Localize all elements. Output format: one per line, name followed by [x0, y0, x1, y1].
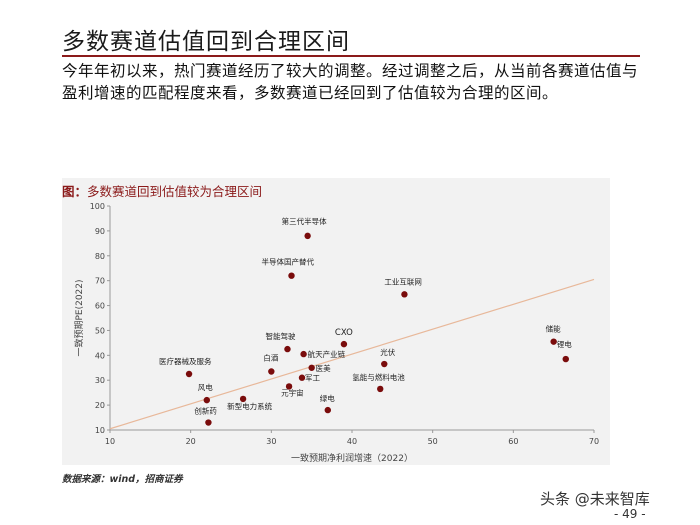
data-point: [401, 291, 408, 298]
data-point: [288, 272, 295, 279]
chart-title: 图：多数赛道回到估值较为合理区间: [62, 181, 262, 200]
points-group: [185, 232, 569, 426]
data-point: [268, 368, 275, 375]
point-label: 航天产业链: [308, 349, 346, 359]
y-tick-label: 50: [95, 326, 105, 335]
y-tick-label: 70: [95, 277, 105, 286]
point-label: 智能驾驶: [265, 331, 295, 341]
data-point: [304, 232, 311, 240]
x-tick-label: 60: [508, 437, 518, 446]
data-point: [562, 355, 569, 363]
data-point: [340, 340, 348, 348]
y-tick-label: 10: [95, 426, 105, 435]
x-axis-label: 一致预期净利润增速（2022）: [291, 452, 413, 464]
page-title: 多数赛道估值回到合理区间: [62, 29, 350, 55]
chart-figure: 10 20 30 40 50 60 70 10 20 30 40 50 60 70 80 90 100 一致预期净…: [62, 178, 610, 465]
point-label: 氢能与燃料电池: [352, 372, 405, 382]
point-label: CXO: [335, 328, 353, 338]
watermark: 头条 @未来智库: [540, 490, 650, 508]
data-point: [308, 364, 315, 371]
data-point: [285, 383, 293, 390]
x-tick-label: 30: [266, 437, 276, 446]
point-label: 新型电力系统: [227, 401, 272, 411]
point-label: 工业互联网: [384, 276, 422, 286]
x-tick-label: 40: [347, 437, 357, 446]
x-tick-label: 10: [105, 437, 115, 446]
trend-line: [109, 278, 595, 430]
y-tick-label: 20: [95, 401, 105, 410]
point-label: 锂电: [557, 339, 572, 349]
y-tick-label: 30: [95, 376, 105, 385]
point-label: 白酒: [263, 353, 278, 363]
point-label: 元宇宙: [281, 387, 304, 397]
point-label: 风电: [198, 382, 213, 392]
data-point: [300, 350, 307, 358]
data-point: [381, 360, 388, 368]
y-axis-label: 一致预期PE(2022): [73, 279, 85, 356]
x-tick-label: 50: [428, 437, 438, 446]
point-label: 绿电: [320, 393, 335, 403]
point-label: 军工: [305, 374, 320, 383]
title-divider: [62, 55, 640, 57]
data-point: [203, 396, 210, 404]
data-point: [185, 370, 193, 378]
chart-title-text: 多数赛道回到估值较为合理区间: [87, 184, 263, 199]
point-label: 医疗器械及服务: [159, 356, 212, 366]
intro-paragraph: 今年年初以来，热门赛道经历了较大的调整。经过调整之后，从当前各赛道估值与盈利增速…: [62, 62, 639, 102]
data-point: [205, 419, 212, 426]
x-tick-label: 20: [186, 437, 196, 446]
point-label: 第三代半导体: [282, 216, 327, 226]
data-source: 数据来源：wind，招商证券: [62, 474, 183, 485]
point-label: 医美: [316, 363, 331, 373]
data-point: [550, 338, 557, 345]
data-point: [239, 395, 247, 403]
data-point: [284, 345, 291, 353]
x-tick-label: 70: [589, 437, 599, 446]
y-tick-label: 40: [95, 351, 105, 360]
chart-title-prefix: 图：: [62, 184, 88, 199]
point-label: 储能: [546, 324, 562, 334]
y-tick-label: 100: [90, 202, 105, 211]
y-tick-label: 60: [95, 302, 105, 311]
data-point: [377, 385, 384, 393]
data-point: [324, 406, 331, 414]
page-number: - 49 -: [614, 507, 646, 521]
trend-line-group: [109, 278, 595, 430]
data-point: [298, 374, 306, 381]
point-label: 半导体国产替代: [262, 257, 315, 267]
axes: 10 20 30 40 50 60 70 10 20 30 40 50 60 70 80 90 100 一致预期净…: [73, 202, 599, 464]
point-label: 创新药: [194, 406, 217, 416]
y-tick-label: 80: [95, 252, 105, 261]
point-label: 光伏: [380, 347, 395, 357]
y-tick-label: 90: [95, 227, 105, 236]
scatter-chart: 10 20 30 40 50 60 70 10 20 30 40 50 60 70 80 90 100 一致预期净…: [73, 202, 599, 464]
